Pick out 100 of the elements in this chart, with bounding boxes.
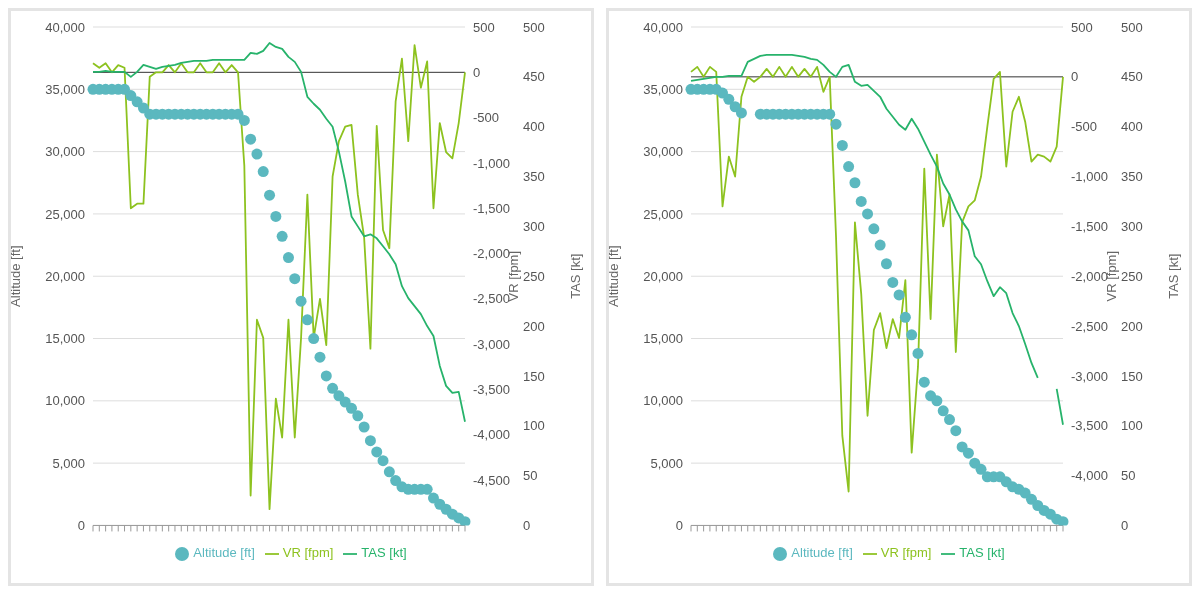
point	[371, 446, 383, 458]
y2-tick-label: -2,500	[473, 291, 510, 307]
point	[238, 114, 250, 126]
y2-tick-label: -4,500	[473, 472, 510, 488]
y3-tick-label: 400	[1121, 119, 1143, 135]
y3-tick-label: 450	[523, 69, 545, 85]
y3-tick-label: 500	[523, 19, 545, 35]
y2-tick-label: -3,000	[473, 336, 510, 352]
point	[301, 314, 313, 326]
y3-tick-label: 50	[523, 468, 538, 484]
point	[899, 311, 911, 323]
y3-tick-label: 100	[523, 418, 545, 434]
point	[390, 475, 402, 487]
point	[289, 273, 301, 285]
point	[912, 347, 924, 359]
y-tick-label: 25,000	[643, 206, 683, 222]
y-tick-label: 30,000	[45, 144, 85, 160]
y3-tick-label: 350	[523, 169, 545, 185]
point	[855, 195, 867, 207]
point	[874, 239, 886, 251]
y-tick-label: 20,000	[45, 268, 85, 284]
point	[975, 463, 987, 475]
legend-label: Altitude [ft]	[193, 545, 255, 561]
y-tick-label: 40,000	[45, 19, 85, 35]
point	[295, 295, 307, 307]
y-axis-title: Altitude [ft]	[605, 245, 621, 307]
y2-tick-label: 0	[1071, 69, 1079, 85]
point	[843, 161, 855, 173]
point	[308, 333, 320, 345]
point	[383, 466, 395, 478]
y2-tick-label: -4,000	[1071, 468, 1108, 484]
y-axis-title: Altitude [ft]	[7, 245, 23, 307]
y2-tick-label: -500	[473, 110, 500, 126]
point	[893, 289, 905, 301]
y-tick-label: 5,000	[52, 455, 85, 471]
point	[251, 148, 263, 160]
y3-tick-label: 350	[1121, 169, 1143, 185]
point	[735, 107, 747, 119]
y-tick-label: 0	[77, 518, 85, 534]
y2-tick-label: -1,500	[473, 200, 510, 216]
y2-tick-label: 0	[473, 64, 481, 80]
y-tick-label: 5,000	[650, 455, 683, 471]
point	[245, 133, 257, 145]
point	[282, 252, 294, 264]
y-tick-label: 15,000	[45, 331, 85, 347]
point	[880, 258, 892, 270]
y3-axis-title: TAS [kt]	[1165, 253, 1181, 299]
y2-tick-label: 500	[473, 19, 495, 35]
legend-label: TAS [kt]	[959, 545, 1005, 561]
point	[836, 139, 848, 151]
line-series	[92, 44, 466, 511]
point	[270, 210, 282, 222]
y-tick-label: 10,000	[45, 393, 85, 409]
y3-tick-label: 400	[523, 119, 545, 135]
line-series	[92, 42, 466, 423]
point	[264, 189, 276, 201]
y2-tick-label: -1,000	[1071, 169, 1108, 185]
y-tick-label: 25,000	[45, 206, 85, 222]
point	[314, 351, 326, 363]
legend-label: TAS [kt]	[361, 545, 407, 561]
y2-tick-label: -2,000	[1071, 268, 1108, 284]
y3-tick-label: 200	[523, 318, 545, 334]
point	[918, 376, 930, 388]
y3-tick-label: 150	[1121, 368, 1143, 384]
point	[320, 370, 332, 382]
y-tick-label: 35,000	[643, 81, 683, 97]
y2-tick-label: -3,000	[1071, 368, 1108, 384]
point	[257, 166, 269, 178]
point	[931, 395, 943, 407]
y3-tick-label: 0	[523, 518, 531, 534]
y-tick-label: 30,000	[643, 144, 683, 160]
point	[352, 410, 364, 422]
point	[944, 414, 956, 426]
y-tick-label: 35,000	[45, 81, 85, 97]
point	[862, 208, 874, 220]
point	[459, 516, 471, 526]
point	[358, 421, 370, 433]
legend-label: Altitude [ft]	[791, 545, 853, 561]
point	[868, 223, 880, 235]
y2-tick-label: -1,000	[473, 155, 510, 171]
y2-tick-label: -4,000	[473, 427, 510, 443]
point	[950, 425, 962, 437]
legend-label: VR [fpm]	[880, 545, 932, 561]
y2-tick-label: -3,500	[1071, 418, 1108, 434]
y3-tick-label: 50	[1121, 468, 1136, 484]
point	[937, 405, 949, 417]
y3-tick-label: 150	[523, 368, 545, 384]
point	[377, 455, 389, 467]
y-tick-label: 10,000	[643, 393, 683, 409]
y-tick-label: 0	[675, 518, 683, 534]
point	[906, 329, 918, 341]
point	[723, 93, 735, 105]
y2-tick-label: -2,000	[473, 246, 510, 262]
y-tick-label: 20,000	[643, 268, 683, 284]
y2-tick-label: -1,500	[1071, 218, 1108, 234]
y3-tick-label: 300	[1121, 218, 1143, 234]
y3-axis-title: TAS [kt]	[567, 253, 583, 299]
y2-tick-label: -3,500	[473, 382, 510, 398]
y3-tick-label: 250	[523, 268, 545, 284]
point	[962, 447, 974, 459]
